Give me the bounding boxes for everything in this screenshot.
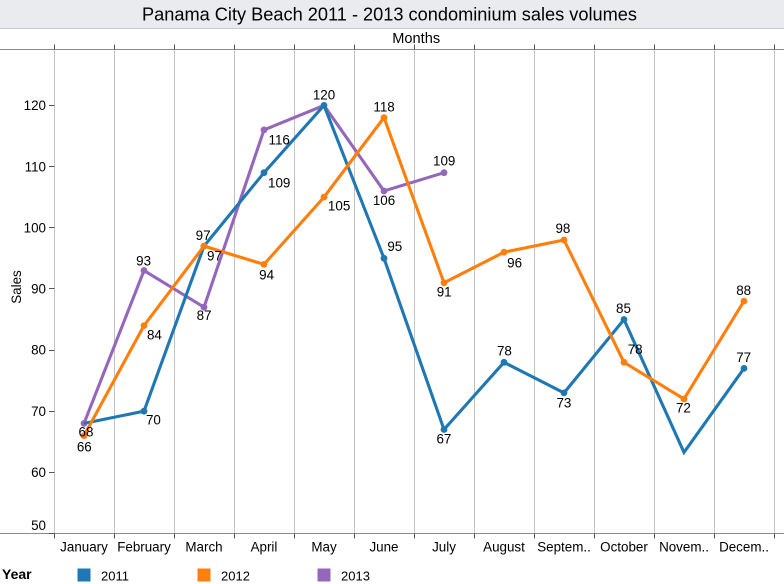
svg-text:January: January [60,539,108,554]
svg-text:Novem..: Novem.. [659,539,709,554]
svg-text:77: 77 [736,350,751,365]
svg-text:72: 72 [676,400,691,415]
svg-text:67: 67 [436,431,451,446]
svg-text:110: 110 [25,159,46,174]
svg-text:120: 120 [313,87,335,102]
svg-text:Septem..: Septem.. [537,539,591,554]
svg-text:109: 109 [433,153,455,168]
svg-text:87: 87 [197,308,212,323]
svg-text:78: 78 [628,342,643,357]
svg-text:70: 70 [146,413,161,428]
svg-text:118: 118 [373,100,394,115]
svg-text:85: 85 [616,301,631,316]
svg-text:95: 95 [387,239,402,254]
svg-text:105: 105 [328,199,350,214]
svg-text:106: 106 [373,193,395,208]
svg-text:Months: Months [392,31,440,47]
svg-text:50: 50 [31,518,46,533]
svg-text:2012: 2012 [221,568,250,583]
svg-text:116: 116 [269,132,290,147]
svg-text:78: 78 [497,344,512,359]
svg-text:94: 94 [259,267,274,282]
svg-text:68: 68 [79,424,94,439]
svg-text:97: 97 [196,228,211,243]
svg-text:98: 98 [555,221,570,236]
svg-text:2013: 2013 [341,568,370,583]
svg-text:66: 66 [77,439,92,454]
svg-text:100: 100 [24,220,46,235]
svg-text:June: June [369,539,398,554]
svg-text:March: March [185,539,222,554]
svg-text:93: 93 [136,254,151,269]
svg-text:August: August [483,539,525,554]
svg-text:Year: Year [2,566,32,582]
svg-text:February: February [117,539,171,554]
svg-text:Sales: Sales [9,270,24,304]
svg-text:Panama City Beach 2011 - 2013: Panama City Beach 2011 - 2013 condominiu… [142,4,637,24]
svg-text:60: 60 [31,465,46,480]
svg-text:97: 97 [207,248,222,263]
svg-text:84: 84 [147,328,162,343]
svg-text:73: 73 [556,395,571,410]
svg-text:120: 120 [24,98,46,113]
svg-text:88: 88 [736,283,751,298]
svg-text:96: 96 [507,255,522,270]
svg-text:90: 90 [31,282,46,297]
svg-text:70: 70 [31,404,46,419]
svg-text:July: July [432,539,456,554]
svg-text:109: 109 [268,176,290,191]
svg-text:2011: 2011 [101,568,129,583]
svg-text:80: 80 [31,343,46,358]
svg-text:May: May [311,539,337,554]
svg-text:Decem..: Decem.. [719,539,769,554]
svg-text:October: October [600,539,648,554]
svg-text:April: April [251,539,278,554]
svg-text:91: 91 [437,285,452,300]
